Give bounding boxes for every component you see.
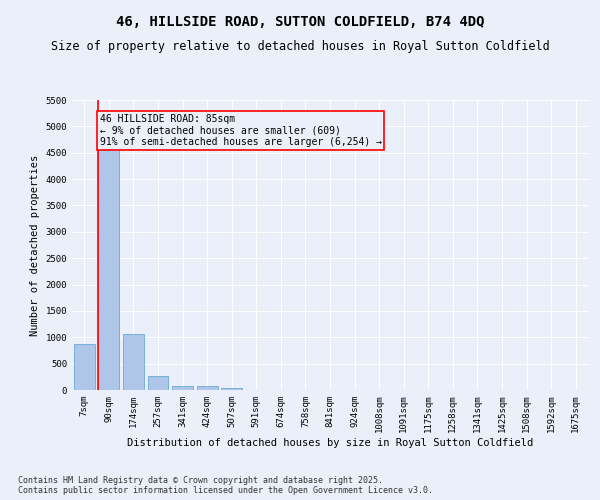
Text: 46 HILLSIDE ROAD: 85sqm
← 9% of detached houses are smaller (609)
91% of semi-de: 46 HILLSIDE ROAD: 85sqm ← 9% of detached… [100, 114, 382, 148]
Text: Contains HM Land Registry data © Crown copyright and database right 2025.
Contai: Contains HM Land Registry data © Crown c… [18, 476, 433, 495]
Bar [197, 386, 218, 390]
Bar [98, 148, 119, 390]
Bar [74, 344, 95, 390]
Bar [123, 334, 144, 390]
Bar [172, 386, 193, 390]
Bar [221, 388, 242, 390]
Bar [148, 376, 169, 390]
Text: Size of property relative to detached houses in Royal Sutton Coldfield: Size of property relative to detached ho… [50, 40, 550, 53]
Text: 46, HILLSIDE ROAD, SUTTON COLDFIELD, B74 4DQ: 46, HILLSIDE ROAD, SUTTON COLDFIELD, B74… [116, 15, 484, 29]
X-axis label: Distribution of detached houses by size in Royal Sutton Coldfield: Distribution of detached houses by size … [127, 438, 533, 448]
Y-axis label: Number of detached properties: Number of detached properties [30, 154, 40, 336]
